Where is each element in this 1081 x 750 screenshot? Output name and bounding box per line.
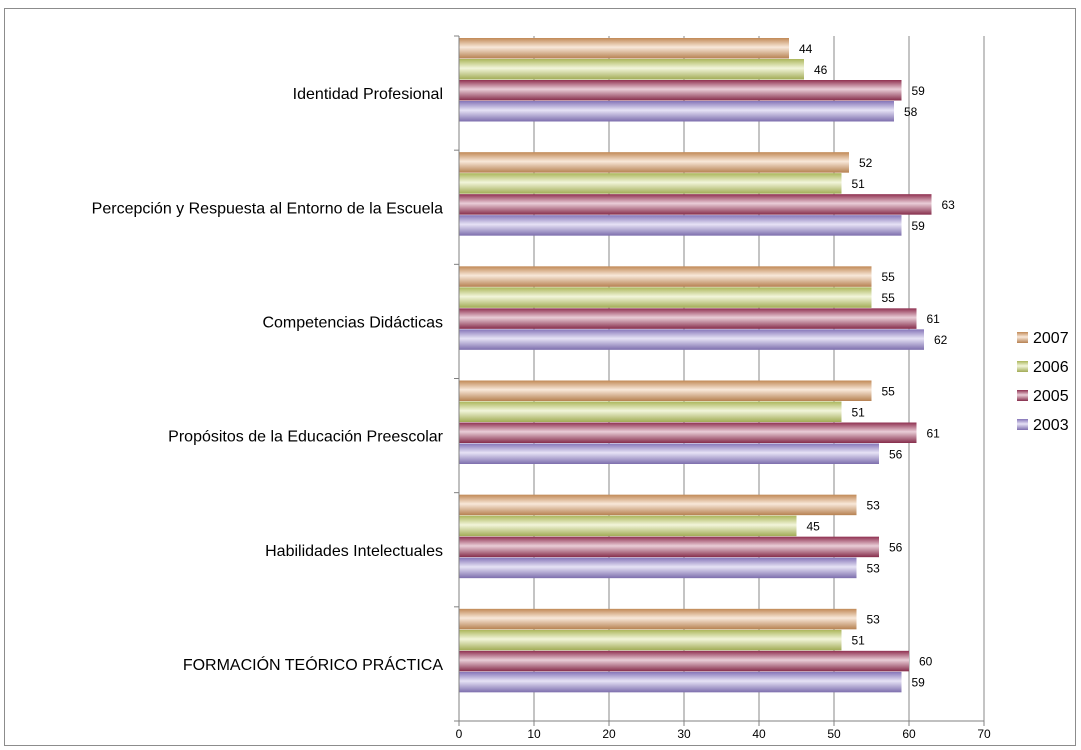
bar [459,194,932,215]
bar [459,650,909,672]
bar [459,380,872,401]
bar [459,215,902,236]
bar [459,671,902,693]
x-tick-label: 40 [752,727,766,741]
category-label: Propósitos de la Educación Preescolar [168,429,443,446]
legend-label: 2005 [1033,388,1069,405]
data-label: 55 [882,270,896,284]
legend-swatch [1017,390,1028,401]
legend-swatch [1017,361,1028,372]
category-label: Identidad Profesional [293,86,443,103]
category-label: Percepción y Respuesta al Entorno de la … [92,200,443,217]
bar [459,536,879,558]
data-label: 56 [889,447,903,461]
bar [459,515,797,537]
legend-label: 2006 [1033,359,1069,376]
data-label: 53 [867,561,881,575]
data-label: 55 [882,384,896,398]
bar [459,443,879,464]
category-label: Competencias Didácticas [262,314,443,331]
data-label: 51 [852,634,866,648]
bars [459,38,932,693]
bar [459,80,902,101]
x-tick-label: 50 [827,727,841,741]
bar [459,401,842,422]
data-label: 56 [889,540,903,554]
bar [459,494,857,516]
x-tick-label: 0 [456,727,463,741]
x-tick-label: 10 [527,727,541,741]
axes: 0 10 20 30 40 50 60 70 Identidad Profesional Perc… [92,35,991,741]
bar [459,287,872,308]
legend-label: 2003 [1033,417,1069,434]
legend-label: 2007 [1033,330,1069,347]
data-label: 59 [912,84,926,98]
data-label: 61 [927,312,941,326]
data-label: 59 [912,219,926,233]
data-label: 62 [934,333,948,347]
legend-swatch [1017,332,1028,343]
bar [459,152,849,173]
bar [459,101,894,122]
data-label: 46 [814,63,828,77]
data-label: 55 [882,291,896,305]
bar [459,266,872,287]
x-tick-label: 70 [977,727,991,741]
data-label: 58 [904,105,918,119]
bar [459,38,789,59]
gridlines [533,36,985,721]
legend-swatch [1017,419,1028,430]
bar [459,329,924,350]
category-label: Habilidades Intelectuales [265,543,443,560]
data-label: 52 [859,156,873,170]
data-label: 59 [912,676,926,690]
data-label: 53 [867,613,881,627]
bar [459,308,917,329]
data-label: 60 [919,655,933,669]
legend: 2007 2006 2005 2003 [1017,330,1069,434]
data-label: 44 [799,42,813,56]
x-tick-label: 60 [902,727,916,741]
x-tick-label: 20 [602,727,616,741]
category-label: FORMACIÓN TEÓRICO PRÁCTICA [183,655,443,674]
data-label: 63 [942,198,956,212]
bar [459,173,842,194]
data-label: 51 [852,177,866,191]
bar [459,59,804,80]
bar [459,629,842,651]
data-label: 53 [867,498,881,512]
bar [459,608,857,630]
x-tick-label: 30 [677,727,691,741]
data-label: 45 [807,519,821,533]
data-label: 61 [927,426,941,440]
bar [459,422,917,443]
data-label: 51 [852,405,866,419]
bar [459,557,857,579]
